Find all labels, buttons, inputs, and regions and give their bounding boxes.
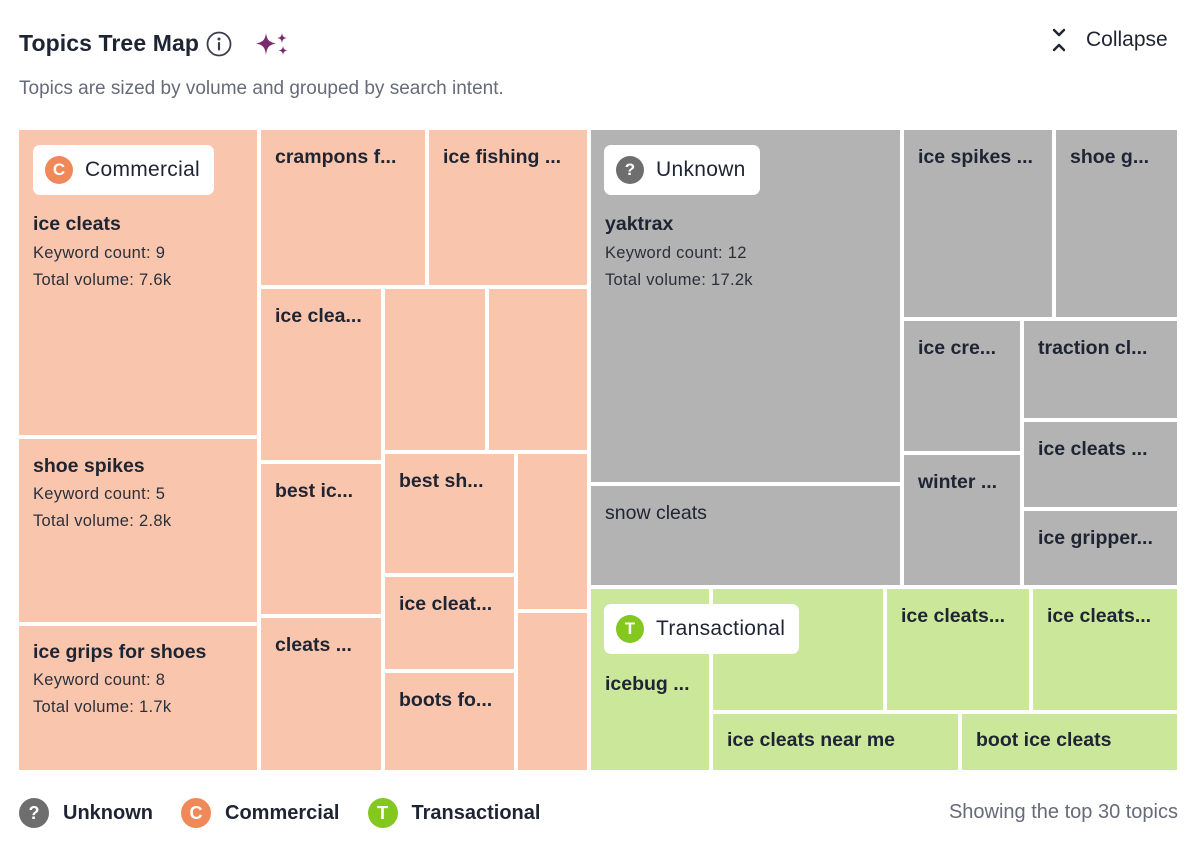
topic-title: ice clea... [275, 305, 362, 327]
topic-title: winter ... [918, 471, 998, 493]
topics-count-note: Showing the top 30 topics [948, 801, 1178, 823]
topic-title: ice cleats near me [727, 729, 896, 751]
topic-title: snow cleats [605, 502, 707, 524]
topic-cell-crampons[interactable]: crampons f... [261, 130, 425, 285]
topic-title: ice cleats... [901, 605, 1006, 627]
total-volume: Total volume: 1.7k [33, 698, 172, 716]
topic-cell-boot-ice-cleats[interactable]: boot ice cleats [962, 714, 1177, 770]
topic-cell-winter[interactable]: winter ... [904, 455, 1020, 585]
topic-cell-ice-cleats[interactable]: C Commercial ice cleats Keyword count: 9… [19, 130, 257, 435]
topic-cell-ice-grips-for-shoes[interactable]: ice grips for shoes Keyword count: 8 Tot… [19, 626, 257, 770]
topic-cell-best-ic[interactable]: best ic... [261, 464, 381, 614]
topic-cell-yaktrax[interactable]: ? Unknown yaktrax Keyword count: 12 Tota… [591, 130, 900, 482]
topic-title: cleats ... [275, 634, 352, 656]
topic-cell-ice-cre[interactable]: ice cre... [904, 321, 1020, 451]
topic-title: ice grips for shoes [33, 641, 207, 663]
total-volume: Total volume: 17.2k [605, 271, 753, 289]
keyword-count: Keyword count: 5 [33, 485, 166, 503]
topic-title: ice cleat... [399, 593, 493, 615]
topic-title: ice cleats... [1047, 605, 1152, 627]
topic-cell-unlabeled[interactable] [518, 613, 587, 770]
topic-title: boots fo... [399, 689, 493, 711]
topic-cell-ice-cleats-t1[interactable]: ice cleats... [887, 589, 1029, 710]
header: Topics Tree Map Collapse Topics are size… [0, 0, 1200, 120]
keyword-count: Keyword count: 8 [33, 671, 166, 689]
keyword-count: Keyword count: 12 [605, 244, 747, 262]
info-icon[interactable] [206, 31, 232, 57]
unknown-icon: ? [616, 156, 644, 184]
topic-cell-boots-fo[interactable]: boots fo... [385, 673, 514, 770]
group-badge-unknown: ? Unknown [604, 145, 760, 195]
topic-title: ice cre... [918, 337, 997, 359]
topic-title: crampons f... [275, 146, 397, 168]
topic-cell-ice-fishing[interactable]: ice fishing ... [429, 130, 587, 285]
topic-cell-ice-cleats-t2[interactable]: ice cleats... [1033, 589, 1177, 710]
transactional-icon: T [367, 798, 398, 828]
topic-cell-ice-gripper[interactable]: ice gripper... [1024, 511, 1177, 585]
topic-title: ice fishing ... [443, 146, 562, 168]
unknown-icon: ? [19, 798, 49, 828]
collapse-label: Collapse [1086, 28, 1168, 51]
commercial-icon: C [45, 156, 73, 184]
total-volume: Total volume: 2.8k [33, 512, 172, 530]
topic-title: best ic... [275, 480, 354, 502]
topic-title: icebug ... [605, 673, 690, 695]
collapse-button[interactable]: Collapse [1046, 24, 1168, 56]
page-title: Topics Tree Map [19, 30, 200, 56]
topic-cell-unlabeled[interactable] [385, 289, 485, 450]
commercial-icon: C [181, 798, 211, 828]
topic-cell-best-sh[interactable]: best sh... [385, 454, 514, 573]
legend: ? Unknown C Commercial T Transactional [19, 796, 568, 830]
legend-item-commercial[interactable]: C Commercial [181, 798, 340, 828]
topic-cell-ice-clea[interactable]: ice clea... [261, 289, 381, 460]
topic-cell-shoe-spikes[interactable]: shoe spikes Keyword count: 5 Total volum… [19, 439, 257, 622]
topic-title: boot ice cleats [976, 729, 1112, 751]
topic-title: ice cleats ... [1038, 438, 1148, 460]
sparkle-icon[interactable] [252, 30, 292, 58]
transactional-icon: T [616, 615, 644, 643]
group-badge-commercial: C Commercial [33, 145, 215, 195]
treemap: C Commercial ice cleats Keyword count: 9… [19, 130, 1177, 770]
topic-title: best sh... [399, 470, 484, 492]
topic-cell-ice-cleats-dots[interactable]: ice cleats ... [1024, 422, 1177, 507]
topic-title: shoe spikes [33, 455, 145, 477]
topic-cell-ice-cleats-near-me[interactable]: ice cleats near me [713, 714, 958, 770]
topic-cell-snow-cleats[interactable]: snow cleats [591, 486, 900, 585]
topic-cell-ice-spikes[interactable]: ice spikes ... [904, 130, 1052, 317]
legend-label: Unknown [63, 801, 153, 824]
topic-cell-traction-cl[interactable]: traction cl... [1024, 321, 1177, 418]
topic-cell-unlabeled[interactable] [489, 289, 587, 450]
topic-title: shoe g... [1070, 146, 1150, 168]
group-label-transactional: Transactional [656, 617, 786, 640]
legend-label: Commercial [225, 801, 340, 824]
legend-item-unknown[interactable]: ? Unknown [19, 798, 153, 828]
group-label-commercial: Commercial [85, 158, 201, 181]
total-volume: Total volume: 7.6k [33, 271, 172, 289]
keyword-count: Keyword count: 9 [33, 244, 166, 262]
topic-title: yaktrax [605, 213, 674, 235]
topic-cell-unlabeled[interactable] [518, 454, 587, 609]
topic-title: ice gripper... [1038, 527, 1153, 549]
topic-title: ice cleats [33, 213, 121, 235]
legend-label: Transactional [411, 801, 541, 824]
topic-title: traction cl... [1038, 337, 1148, 359]
group-badge-transactional: T Transactional [604, 604, 800, 654]
topic-cell-cleats[interactable]: cleats ... [261, 618, 381, 770]
subtitle: Topics are sized by volume and grouped b… [19, 78, 504, 99]
topic-cell-shoe-g[interactable]: shoe g... [1056, 130, 1177, 317]
collapse-icon [1052, 28, 1066, 52]
topic-cell-ice-cleat[interactable]: ice cleat... [385, 577, 514, 669]
topic-title: ice spikes ... [918, 146, 1033, 168]
legend-item-transactional[interactable]: T Transactional [367, 798, 541, 828]
group-label-unknown: Unknown [656, 158, 746, 181]
